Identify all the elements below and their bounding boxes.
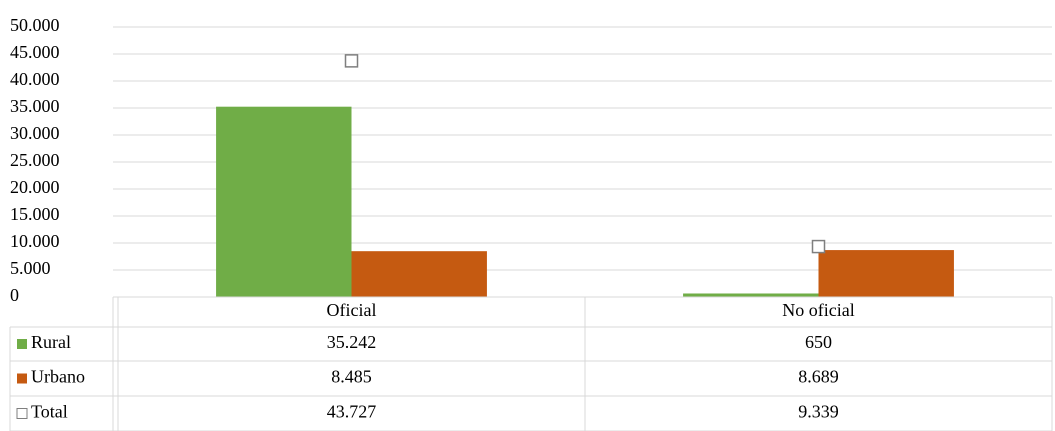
y-tick-label: 0: [10, 285, 19, 305]
total-marker: [344, 54, 359, 68]
legend-label: Rural: [31, 332, 71, 352]
y-tick-label: 45.000: [10, 42, 60, 62]
table-value: 43.727: [327, 402, 377, 422]
table-value: 35.242: [327, 332, 377, 352]
legend-swatch: [17, 339, 27, 349]
legend-label: Total: [31, 402, 68, 422]
bar: [351, 251, 487, 297]
table-value: 650: [805, 332, 832, 352]
total-marker: [811, 239, 826, 254]
legend-swatch: [16, 408, 28, 419]
y-tick-label: 40.000: [10, 69, 60, 89]
legend-label: Urbano: [31, 367, 85, 387]
y-tick-label: 25.000: [10, 150, 60, 170]
bar: [818, 250, 954, 297]
x-tick-label: Oficial: [327, 300, 377, 320]
y-tick-label: 15.000: [10, 204, 60, 224]
table-value: 9.339: [798, 402, 839, 422]
y-tick-label: 30.000: [10, 123, 60, 143]
legend-swatch: [17, 373, 27, 384]
y-tick-label: 5.000: [10, 258, 51, 278]
y-tick-label: 10.000: [10, 231, 60, 251]
y-tick-label: 35.000: [10, 96, 60, 116]
x-tick-label: No oficial: [782, 300, 854, 320]
table-value: 8.689: [798, 367, 839, 387]
y-tick-label: 50.000: [10, 15, 60, 35]
y-tick-label: 20.000: [10, 177, 60, 197]
bar: [216, 106, 352, 297]
bar: [683, 293, 819, 297]
table-value: 8.485: [331, 367, 372, 387]
